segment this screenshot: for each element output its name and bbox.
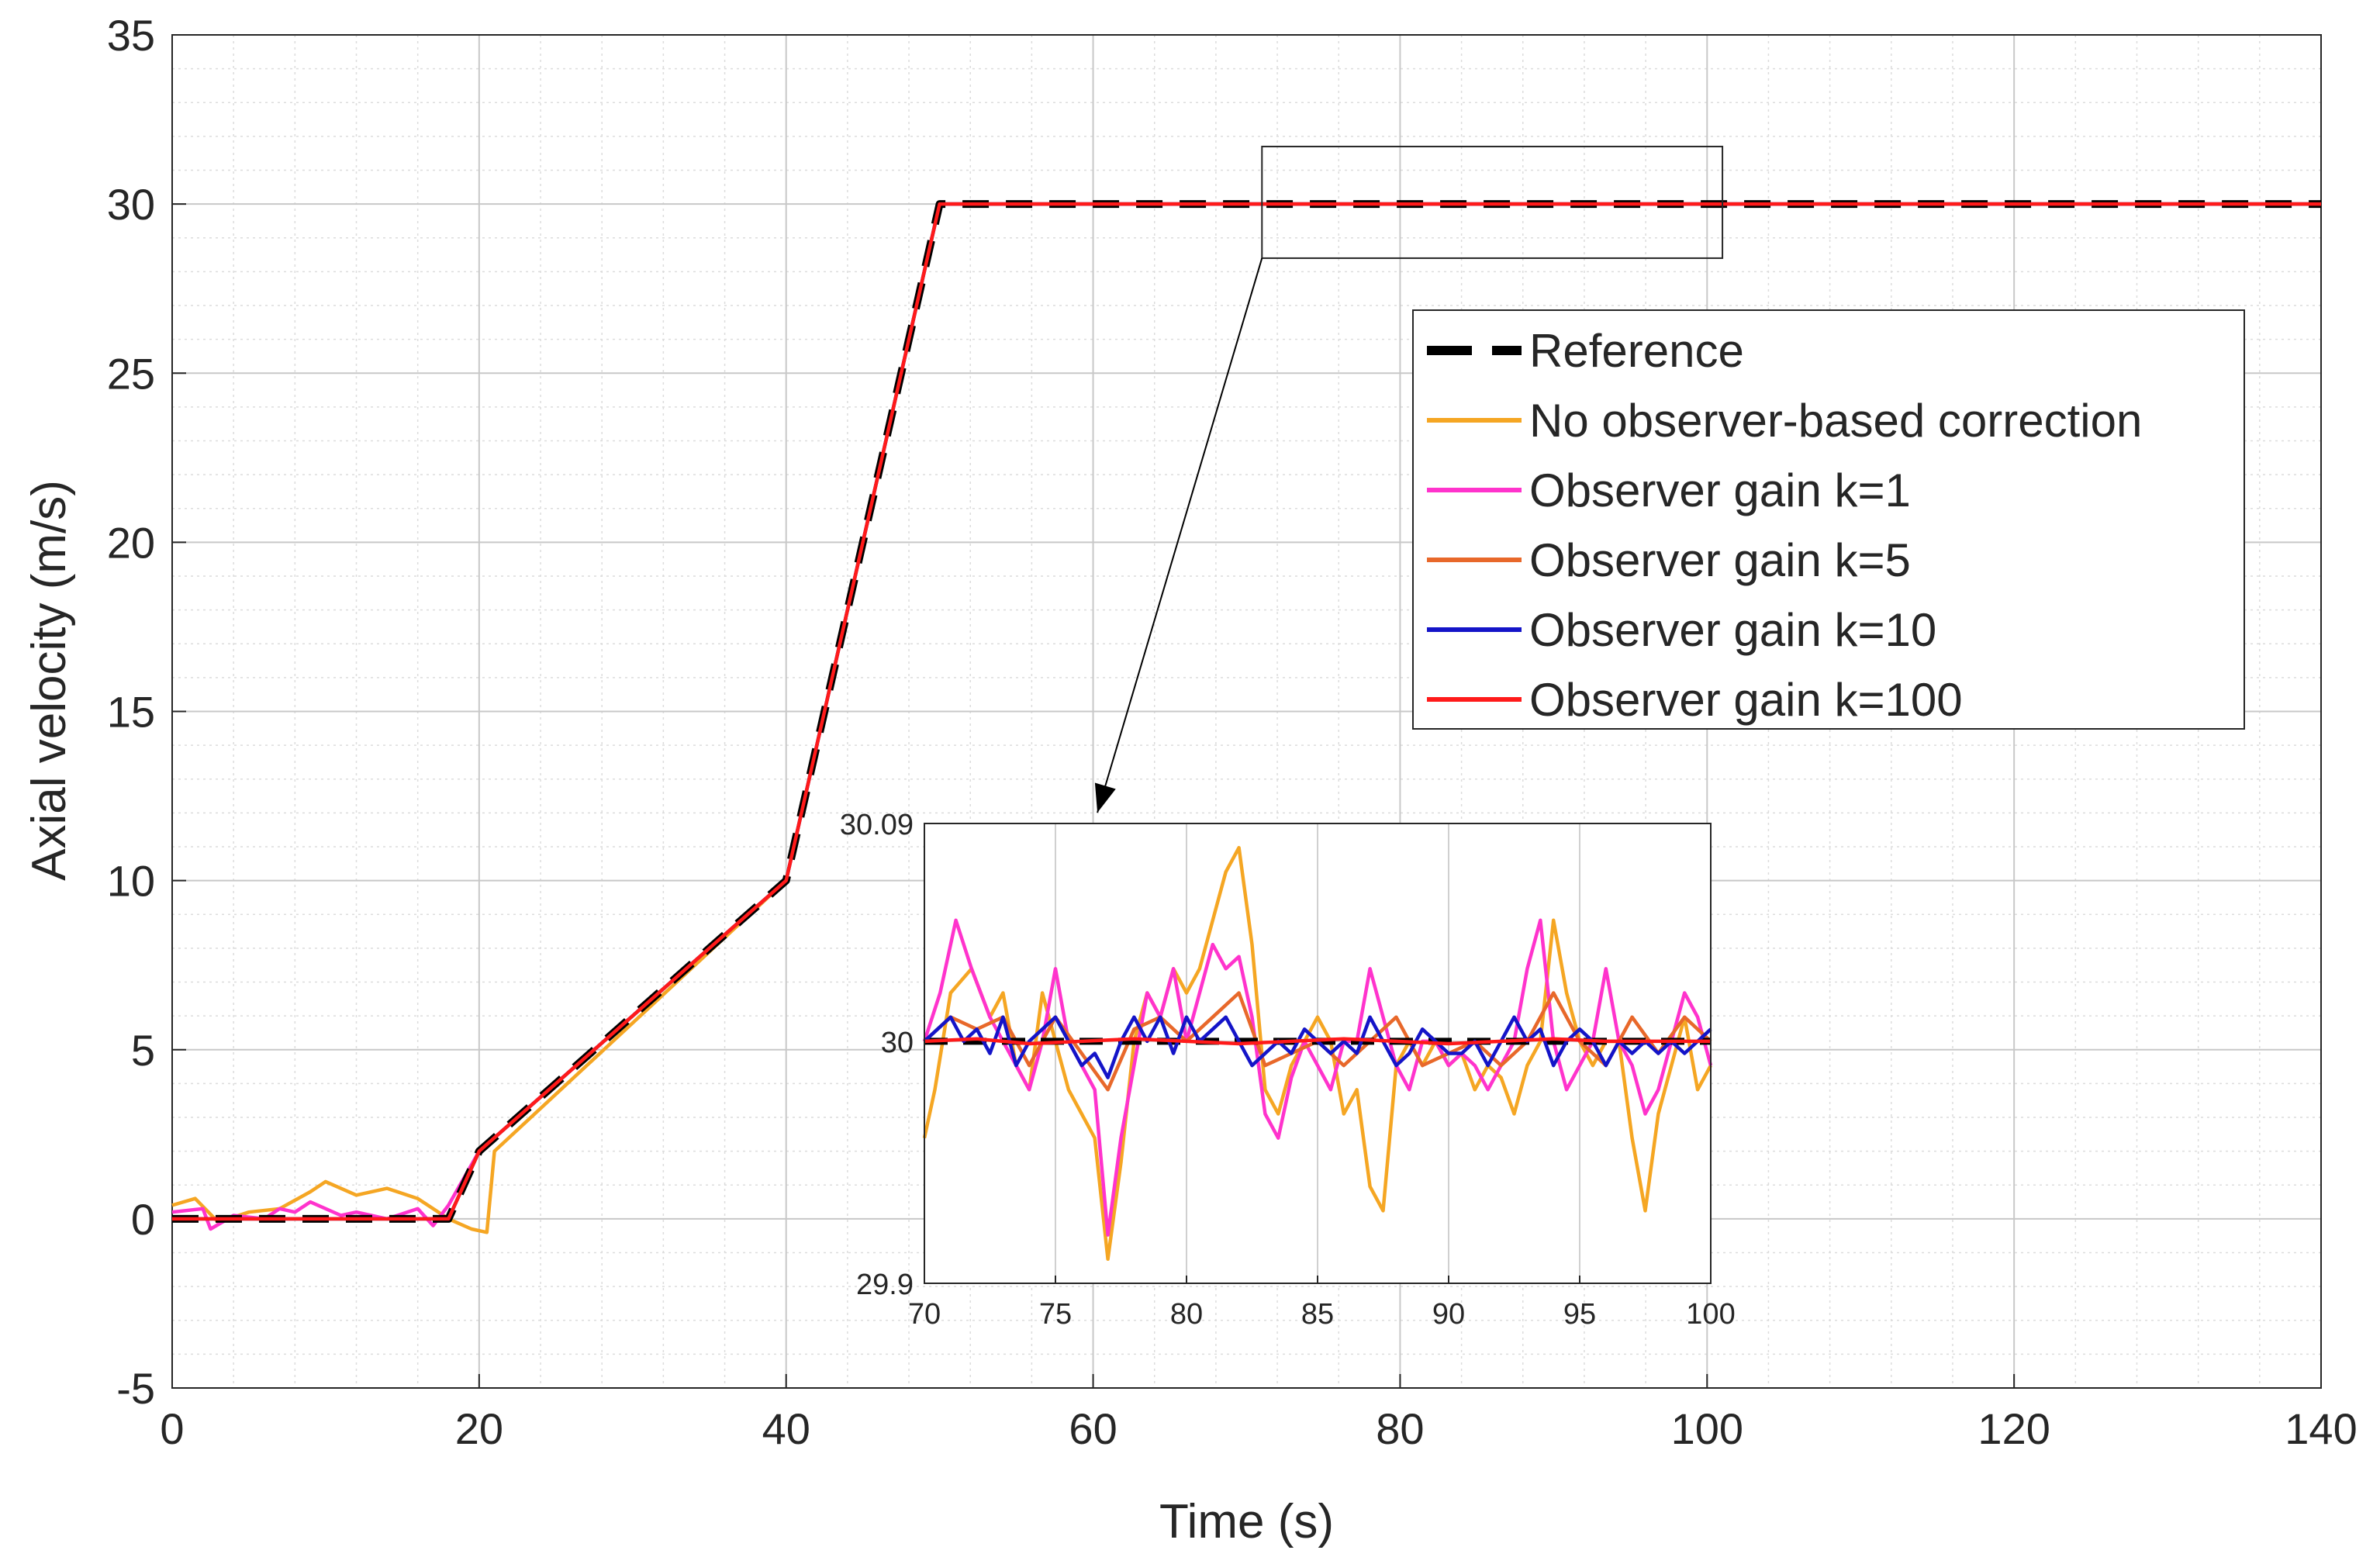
y-tick-label: 25 <box>107 349 155 398</box>
x-tick-label: 60 <box>1069 1404 1117 1453</box>
zoom-arrow <box>1094 257 1263 813</box>
x-axis-label: Time (s) <box>1159 1495 1334 1548</box>
series-line-observer-gain-k-100 <box>172 202 2321 1221</box>
inset-x-tick-label: 80 <box>1170 1298 1203 1331</box>
inset-y-tick-label: 29.9 <box>856 1269 914 1301</box>
inset-x-tick-label: 70 <box>908 1298 941 1331</box>
zoom-arrow-line <box>1097 257 1263 813</box>
y-tick-label: 30 <box>107 180 155 229</box>
zoom-region-box <box>1261 145 1724 259</box>
y-axis-label: Axial velocity (m/s) <box>22 480 76 881</box>
x-tick-label: 120 <box>1978 1404 2050 1453</box>
inset-x-tick-label: 75 <box>1039 1298 1072 1331</box>
legend-label-reference: Reference <box>1529 325 1744 377</box>
inset-series-line-observer-gain-k-1 <box>922 918 1713 1237</box>
legend-label-observer-gain-k-10: Observer gain k=10 <box>1529 604 1936 656</box>
inset-frame <box>924 823 1712 1284</box>
x-tick-label: 80 <box>1376 1404 1424 1453</box>
legend-label-observer-gain-k-100: Observer gain k=100 <box>1529 674 1963 726</box>
y-tick-label: 10 <box>107 857 155 906</box>
legend-label-observer-gain-k-1: Observer gain k=1 <box>1529 464 1911 516</box>
y-tick-label: 15 <box>107 688 155 737</box>
inset-x-tick-label: 85 <box>1301 1298 1334 1331</box>
x-tick-label: 140 <box>2285 1404 2357 1453</box>
inset-series-line-observer-gain-k-100 <box>924 1037 1711 1046</box>
series-line-no-observer-based-correction <box>171 202 2321 1234</box>
x-tick-label: 100 <box>1671 1404 1743 1453</box>
legend-label-observer-gain-k-5: Observer gain k=5 <box>1529 534 1911 586</box>
legend: Reference No observer-based correction Obs… <box>1412 309 2245 730</box>
inset-y-tick-label: 30 <box>881 1027 914 1059</box>
y-tick-label: 0 <box>131 1195 155 1244</box>
inset-plot: 70 75 80 85 90 95 100 30.09 30 29.9 <box>840 809 1736 1331</box>
x-tick-label: 20 <box>455 1404 503 1453</box>
legend-box <box>1412 309 2245 730</box>
y-tick-label: -5 <box>116 1364 155 1413</box>
main-series <box>171 200 2321 1234</box>
x-tick-label: 0 <box>160 1404 184 1453</box>
inset-x-tick-label: 95 <box>1563 1298 1596 1331</box>
zoom-arrow-head <box>1094 782 1116 813</box>
y-tick-label: 20 <box>107 518 155 567</box>
x-tick-label: 40 <box>762 1404 810 1453</box>
inset-x-tick-label: 90 <box>1432 1298 1465 1331</box>
y-tick-label: 5 <box>131 1026 155 1075</box>
inset-y-tick-label: 30.09 <box>840 809 914 841</box>
y-tick-label: 35 <box>107 11 155 60</box>
inset-x-tick-label: 100 <box>1686 1298 1735 1331</box>
legend-label-no-observer-based-correction: No observer-based correction <box>1529 395 2142 447</box>
